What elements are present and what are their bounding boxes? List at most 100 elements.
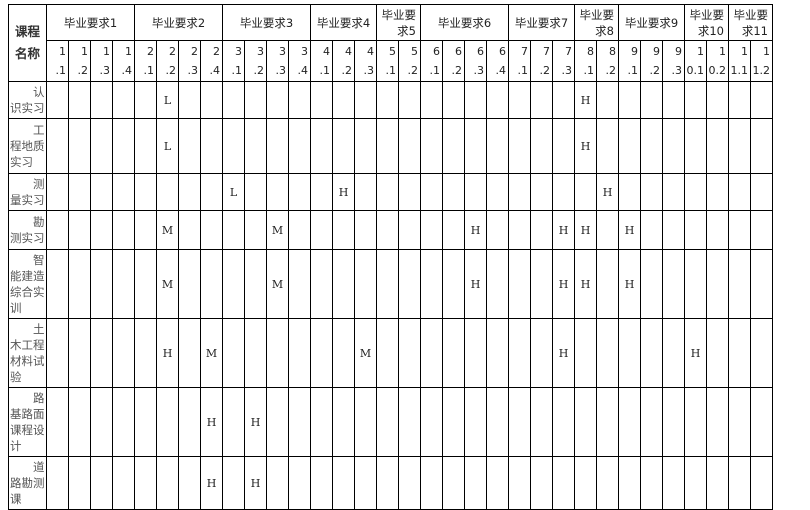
matrix-cell: [310, 118, 333, 174]
matrix-cell: [574, 456, 597, 510]
matrix-cell: [266, 118, 289, 174]
subrequirement-header: 9.1: [618, 40, 641, 82]
matrix-cell: [134, 387, 157, 457]
matrix-cell: [420, 456, 443, 510]
matrix-cell: [486, 118, 509, 174]
matrix-cell: [706, 387, 729, 457]
support-level-mark: H: [332, 173, 355, 211]
requirement-header: 毕业要求2: [134, 4, 223, 41]
support-level-mark: H: [244, 387, 267, 457]
matrix-cell: [222, 81, 245, 119]
matrix-cell: [376, 318, 399, 388]
matrix-cell: [112, 81, 135, 119]
matrix-cell: [354, 249, 377, 319]
course-row: 认识实习 L H: [8, 81, 773, 119]
matrix-cell: [684, 81, 707, 119]
subrequirement-header: 3.3: [266, 40, 289, 82]
matrix-cell: [596, 210, 619, 250]
matrix-cell: [640, 318, 663, 388]
matrix-cell: [442, 456, 465, 510]
support-level-mark: H: [552, 249, 575, 319]
matrix-cell: [640, 387, 663, 457]
requirement-header: 毕业要求1: [46, 4, 135, 41]
course-row: 道路勘测课 H H: [8, 456, 773, 510]
matrix-cell: [68, 210, 91, 250]
matrix-cell: [420, 249, 443, 319]
requirement-header: 毕业要求3: [222, 4, 311, 41]
matrix-cell: [376, 118, 399, 174]
matrix-cell: [574, 387, 597, 457]
matrix-cell: [508, 318, 531, 388]
matrix-cell: [354, 173, 377, 211]
subrequirement-header: 1 0.1: [684, 40, 707, 82]
matrix-cell: [178, 318, 201, 388]
course-row: 测量实习 L H H: [8, 173, 773, 211]
matrix-cell: [222, 249, 245, 319]
requirement-header: 毕业要求4: [310, 4, 377, 41]
matrix-cell: [288, 249, 311, 319]
matrix-cell: [46, 249, 69, 319]
matrix-cell: [398, 249, 421, 319]
matrix-cell: [46, 387, 69, 457]
course-name-header: 课程 名称: [8, 4, 47, 82]
course-name: 认识实习: [8, 81, 47, 119]
matrix-cell: [46, 456, 69, 510]
matrix-cell: [420, 81, 443, 119]
subrequirement-header: 3.2: [244, 40, 267, 82]
matrix-cell: [706, 81, 729, 119]
matrix-cell: [750, 173, 773, 211]
matrix-cell: [332, 81, 355, 119]
subrequirement-header: 1 1.2: [750, 40, 773, 82]
requirement-header: 毕业要求11: [728, 4, 773, 41]
support-level-mark: H: [574, 249, 597, 319]
matrix-cell: [200, 118, 223, 174]
matrix-cell: [398, 118, 421, 174]
requirement-header: 毕业要求8: [574, 4, 619, 41]
matrix-cell: [596, 456, 619, 510]
matrix-cell: [750, 387, 773, 457]
matrix-cell: [574, 173, 597, 211]
matrix-cell: [464, 318, 487, 388]
matrix-cell: [618, 81, 641, 119]
matrix-cell: [266, 81, 289, 119]
matrix-cell: [90, 318, 113, 388]
matrix-cell: [46, 81, 69, 119]
matrix-cell: [288, 387, 311, 457]
matrix-cell: [398, 456, 421, 510]
support-level-mark: H: [574, 118, 597, 174]
corner-label-line: 课程: [14, 24, 40, 39]
matrix-cell: [706, 173, 729, 211]
matrix-cell: [68, 81, 91, 119]
matrix-cell: [508, 456, 531, 510]
matrix-cell: [640, 118, 663, 174]
matrix-cell: [728, 456, 751, 510]
matrix-cell: [134, 118, 157, 174]
support-level-mark: M: [156, 249, 179, 319]
matrix-cell: [134, 318, 157, 388]
matrix-cell: [486, 210, 509, 250]
matrix-cell: [310, 387, 333, 457]
matrix-cell: [662, 456, 685, 510]
matrix-cell: [266, 456, 289, 510]
matrix-cell: [354, 387, 377, 457]
matrix-cell: [728, 173, 751, 211]
matrix-cell: [156, 456, 179, 510]
matrix-cell: [684, 456, 707, 510]
matrix-cell: [728, 387, 751, 457]
matrix-cell: [728, 81, 751, 119]
matrix-cell: [398, 173, 421, 211]
subrequirement-header: 2.2: [156, 40, 179, 82]
matrix-cell: [200, 249, 223, 319]
support-level-mark: H: [464, 249, 487, 319]
requirements-matrix-table: 课程 名称 毕业要求1 毕业要求2 毕业要求3 毕业要求4 毕业要求5 毕业要求6 毕业要求7 毕…: [8, 4, 773, 510]
course-row: 勘测实习 M M H H H H: [8, 210, 773, 250]
matrix-cell: [68, 249, 91, 319]
support-level-mark: H: [464, 210, 487, 250]
matrix-cell: [266, 318, 289, 388]
matrix-cell: [222, 456, 245, 510]
matrix-cell: [222, 318, 245, 388]
matrix-cell: [662, 81, 685, 119]
matrix-cell: [750, 118, 773, 174]
matrix-cell: [706, 318, 729, 388]
matrix-cell: [640, 249, 663, 319]
